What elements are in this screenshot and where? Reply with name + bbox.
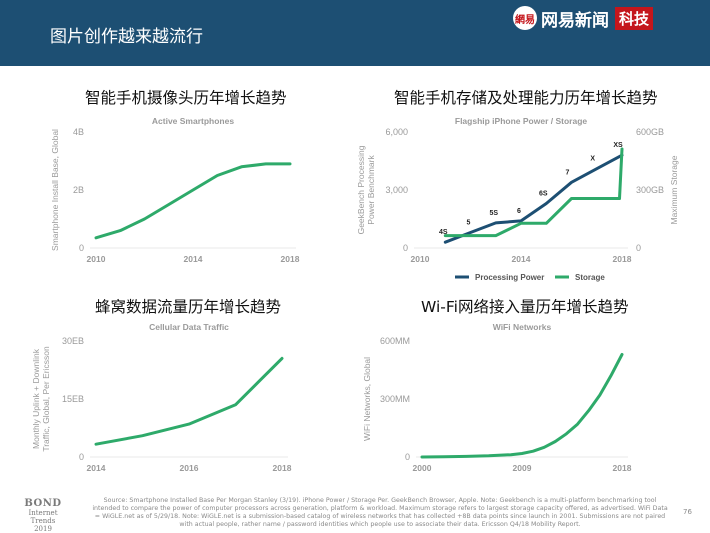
x-tick-label: 2000 — [413, 463, 432, 473]
model-annotation: 4S — [439, 229, 448, 236]
y-tick-label: 600MM — [380, 336, 410, 346]
x-tick-label: 2018 — [273, 463, 292, 473]
y-tick-label: 2B — [73, 185, 84, 195]
page-title: 图片创作越来越流行 — [50, 27, 203, 47]
x-tick-label: 2010 — [411, 254, 430, 264]
panel-title-wifi: Wi-Fi网络接入量历年增长趋势 — [421, 298, 629, 316]
chart-title: WiFi Networks — [493, 322, 552, 332]
series-line-1-1 — [443, 147, 624, 238]
model-annotation: 6 — [517, 208, 521, 215]
panel-title-cellular: 蜂窝数据流量历年增长趋势 — [95, 298, 282, 316]
y-tick-label: 6,000 — [385, 127, 408, 137]
logo-text: 网易新闻 — [541, 10, 609, 31]
x-tick-label: 2014 — [512, 254, 531, 264]
logo-tag: 科技 — [615, 6, 654, 30]
source-note: Source: Smartphone Installed Base Per Mo… — [92, 497, 668, 528]
y-axis-label: Smartphone Install Base, Global — [50, 129, 60, 251]
chart-title: Flagship iPhone Power / Storage — [455, 116, 588, 126]
bond-title: BOND — [24, 498, 62, 509]
y2-tick-label: 300GB — [636, 185, 664, 195]
y-axis-label: GeekBench ProcessingPower Benchmark — [356, 145, 376, 234]
legend-label: Processing Power — [475, 273, 544, 282]
y-axis-label: Monthly Uplink + DownlinkTraffic, Global… — [31, 346, 51, 452]
model-annotation: XS — [613, 142, 623, 149]
x-tick-label: 2018 — [613, 463, 632, 473]
y-tick-label: 300MM — [380, 394, 410, 404]
x-tick-label: 2018 — [281, 254, 300, 264]
x-tick-label: 2016 — [180, 463, 199, 473]
series-line-3-0 — [420, 353, 624, 459]
x-tick-label: 2018 — [613, 254, 632, 264]
y2-tick-label: 600GB — [636, 127, 664, 137]
y-tick-label: 15EB — [62, 394, 84, 404]
chart-title: Active Smartphones — [152, 116, 234, 126]
panel-title-iphone: 智能手机存储及处理能力历年增长趋势 — [394, 89, 658, 107]
y-tick-label: 0 — [403, 243, 408, 253]
y-tick-label: 3,000 — [385, 185, 408, 195]
y-tick-label: 30EB — [62, 336, 84, 346]
panel-title-smartphones: 智能手机摄像头历年增长趋势 — [85, 89, 287, 107]
y-tick-label: 0 — [79, 243, 84, 253]
legend-label: Storage — [575, 273, 605, 282]
x-tick-label: 2009 — [513, 463, 532, 473]
netease-logo-icon: 網易 — [513, 6, 537, 30]
y-axis-label: WiFi Networks, Global — [362, 357, 372, 441]
bond-logo: BOND Internet Trends 2019 — [18, 498, 68, 533]
y-tick-label: 4B — [73, 127, 84, 137]
model-annotation: X — [590, 156, 595, 163]
model-annotation: 5S — [489, 210, 498, 217]
bond-subtitle: Internet Trends — [28, 509, 58, 525]
model-annotation: 5 — [467, 220, 471, 227]
model-annotation: 6S — [539, 191, 548, 198]
bond-year: 2019 — [34, 525, 52, 533]
y2-tick-label: 0 — [636, 243, 641, 253]
netease-news-logo: 網易 网易新闻 科技 — [513, 5, 654, 31]
header-bar: 图片创作越来越流行 網易 网易新闻 科技 — [0, 0, 710, 66]
series-line-1-0 — [443, 153, 624, 244]
chart-title: Cellular Data Traffic — [149, 322, 229, 332]
y-tick-label: 0 — [405, 452, 410, 462]
series-line-0-0 — [94, 162, 292, 240]
x-tick-label: 2010 — [87, 254, 106, 264]
x-tick-label: 2014 — [87, 463, 106, 473]
x-tick-label: 2014 — [184, 254, 203, 264]
model-annotation: 7 — [566, 169, 570, 176]
y2-axis-label: Maximum Storage — [669, 155, 679, 224]
page-number: 76 — [683, 508, 692, 516]
series-line-2-0 — [94, 356, 284, 446]
y-tick-label: 0 — [79, 452, 84, 462]
